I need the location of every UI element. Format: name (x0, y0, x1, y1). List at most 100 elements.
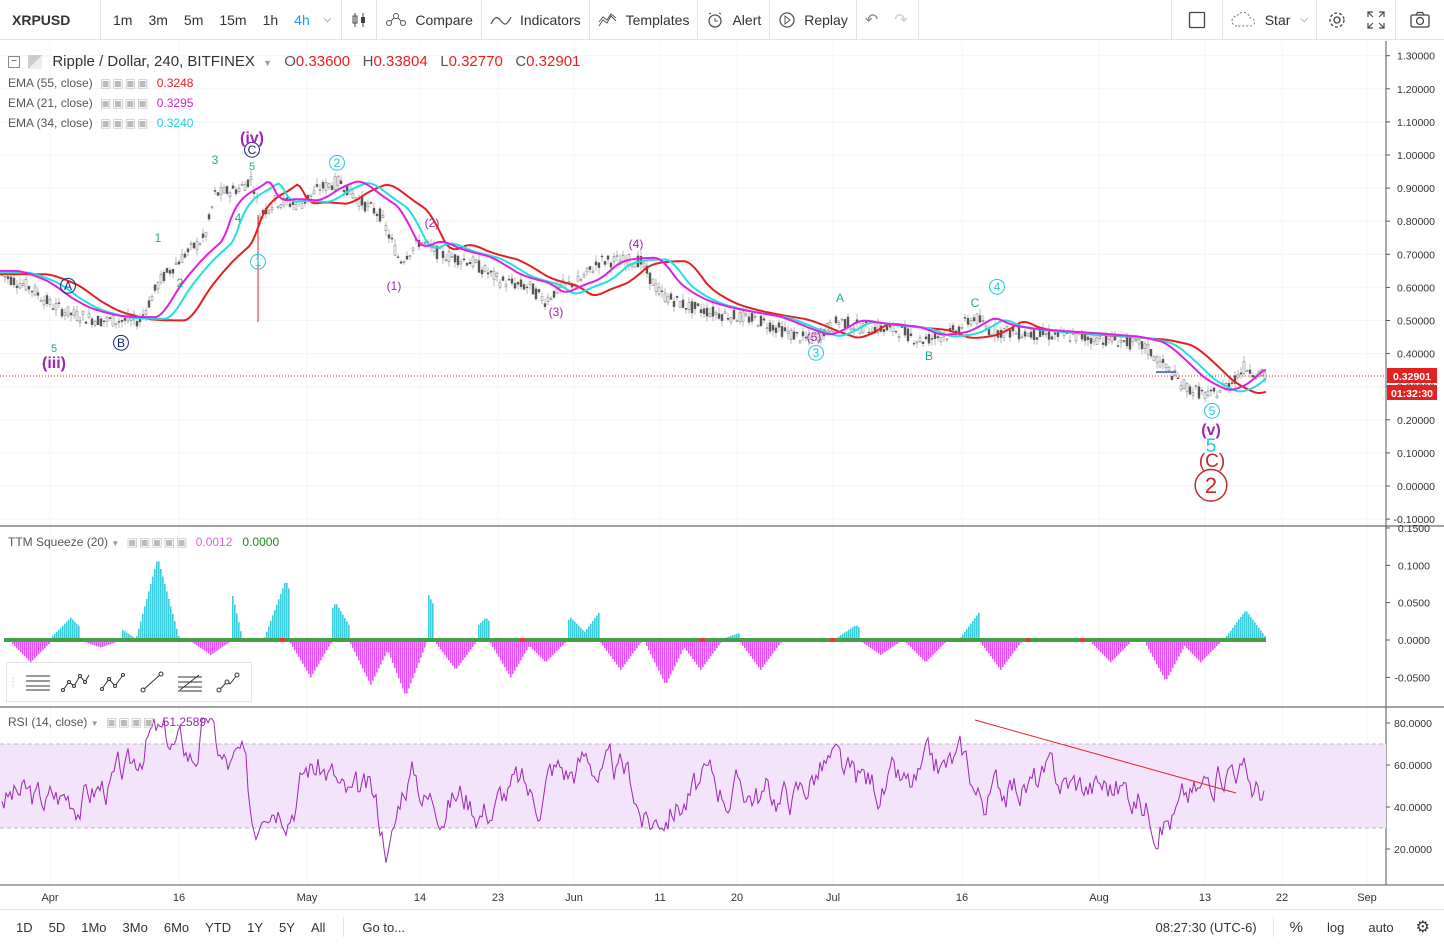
indicators-label: Indicators (519, 11, 581, 28)
legend-ttm[interactable]: TTM Squeeze (20) ▼ ▣▣▣▣▣ 0.0012 0.0000 (8, 535, 280, 549)
candle-body (240, 184, 244, 186)
redo-button[interactable]: ↷ (886, 0, 915, 40)
horizontal-lines-icon[interactable] (19, 663, 57, 701)
range-all[interactable]: All (310, 919, 326, 935)
legend-buttons[interactable]: ▣▣▣▣ (100, 96, 150, 110)
candle-body (144, 310, 148, 315)
range-1d[interactable]: 1D (16, 919, 33, 935)
ttm-bar (592, 620, 594, 640)
drag-handle-icon[interactable]: ⋮ (8, 676, 18, 688)
chart-type-button[interactable] (342, 0, 376, 40)
candle-body (1215, 395, 1219, 399)
candle-body (1239, 372, 1243, 375)
range-ytd[interactable]: YTD (205, 919, 232, 935)
range-1mo[interactable]: 1Mo (81, 919, 107, 935)
candle-body (732, 309, 736, 320)
ttm-bar (332, 607, 334, 640)
clock[interactable]: 08:27:30 (UTC-6) (1155, 919, 1257, 935)
legend-buttons[interactable]: ▣▣▣▣ (105, 715, 156, 729)
range-6mo[interactable]: 6Mo (163, 919, 190, 935)
ttm-bar (966, 629, 968, 640)
candle-body (231, 185, 235, 189)
legend-ema21[interactable]: EMA (21, close) ▣▣▣▣ 0.3295 (8, 96, 194, 110)
legend-buttons[interactable]: ▣▣▣▣▣ (126, 535, 189, 549)
gear-icon[interactable]: ⚙ (1415, 919, 1430, 936)
chevron-down-icon[interactable]: ⌵ (323, 14, 332, 25)
ttm-bar (716, 640, 718, 649)
star-button[interactable]: Star ⌵ (1223, 0, 1316, 40)
chevron-down-icon[interactable]: ▼ (111, 539, 120, 548)
path-icon[interactable] (209, 663, 247, 701)
ttm-bar (736, 633, 738, 640)
rsi-trend-line[interactable] (974, 719, 1237, 794)
legend-buttons[interactable]: ▣▣▣▣ (100, 116, 150, 130)
timeframe-3m[interactable]: 3m (148, 11, 168, 28)
rsi-axis[interactable]: 80.0000 60.0000 40.0000 20.0000 (1386, 718, 1432, 856)
compare-button[interactable]: Compare (377, 0, 481, 40)
candle-body (207, 214, 211, 220)
chart-area[interactable]: (iii) 5 A B 1 2 3 4 5 C (iv) 1 2 (1) (2) (3) (4) (5) A 3 B C 4… (0, 41, 1444, 909)
ttm-axis[interactable]: 0.1500 0.1000 0.0500 0.0000 -0.0500 (1386, 523, 1430, 684)
elliott-correction-icon[interactable] (95, 663, 133, 701)
time-axis[interactable]: Apr 16 May 14 23 Jun 11 20 Jul 16 Aug 13 22 Sep (41, 892, 1376, 904)
maximize-button[interactable] (1357, 0, 1395, 40)
candle-body (741, 311, 745, 322)
candle-body (1164, 363, 1168, 368)
collapse-icon[interactable]: − (8, 56, 20, 69)
range-3mo[interactable]: 3Mo (122, 919, 148, 935)
ttm-bar (418, 640, 420, 663)
ttm-bar (690, 640, 692, 657)
candle-body (522, 284, 526, 290)
candle-body (729, 317, 733, 323)
ttm-bar (674, 640, 676, 667)
timeframe-5m[interactable]: 5m (183, 11, 204, 28)
ttm-bar (500, 640, 502, 661)
candle-body (324, 181, 328, 191)
timeframe-15m[interactable]: 15m (219, 11, 247, 28)
timeframe-1m[interactable]: 1m (113, 11, 133, 28)
ttm-bar (294, 640, 296, 651)
chevron-down-icon[interactable]: ▼ (263, 58, 273, 68)
fullscreen-toggle[interactable] (1172, 0, 1222, 40)
percent-toggle[interactable]: % (1289, 918, 1303, 936)
time-tick-label: 22 (1276, 892, 1288, 904)
candle-body (882, 329, 886, 333)
wave-label: B (117, 336, 125, 350)
candle-body (498, 282, 502, 288)
log-toggle[interactable]: log (1326, 919, 1345, 935)
range-1y[interactable]: 1Y (247, 919, 264, 935)
trend-line-icon[interactable] (133, 663, 171, 701)
goto-button[interactable]: Go to... (362, 919, 406, 935)
alert-button[interactable]: Alert (698, 0, 769, 40)
elliott-impulse-icon[interactable] (57, 663, 95, 701)
auto-toggle[interactable]: auto (1368, 919, 1394, 935)
candle-body (1029, 331, 1033, 338)
range-5y[interactable]: 5Y (279, 919, 295, 935)
replay-button[interactable]: Replay (770, 0, 856, 40)
candle-body (378, 208, 382, 222)
indicators-button[interactable]: Indicators (482, 0, 589, 40)
timeframe-4h[interactable]: 4h (294, 11, 310, 28)
legend-ema55[interactable]: EMA (55, close) ▣▣▣▣ 0.3248 (8, 76, 194, 90)
settings-button[interactable] (1317, 0, 1357, 40)
divider (769, 0, 771, 40)
ttm-bar (452, 640, 454, 666)
undo-button[interactable]: ↶ (857, 0, 886, 40)
candle-body (423, 242, 427, 244)
legend-buttons[interactable]: ▣▣▣▣ (100, 76, 150, 90)
legend-ema34[interactable]: EMA (34, close) ▣▣▣▣ 0.3240 (8, 116, 194, 130)
symbol-search[interactable]: XRPUSD (0, 0, 100, 40)
range-5d[interactable]: 5D (48, 919, 66, 935)
price-candles (0, 170, 1267, 402)
ttm-bar (278, 599, 280, 640)
price-axis[interactable]: 1.30000 1.20000 1.10000 1.00000 0.90000 0.800… (1386, 51, 1435, 526)
ttm-bar (1104, 640, 1106, 657)
legend-rsi[interactable]: RSI (14, close) ▼ ▣▣▣▣ 51.2589 (8, 715, 207, 729)
templates-button[interactable]: Templates (590, 0, 698, 40)
fib-retracement-icon[interactable] (171, 663, 209, 701)
snapshot-button[interactable] (1396, 0, 1444, 40)
ttm-bar (1006, 640, 1008, 662)
chevron-down-icon[interactable]: ▼ (90, 719, 99, 728)
timeframe-1h[interactable]: 1h (262, 11, 279, 28)
